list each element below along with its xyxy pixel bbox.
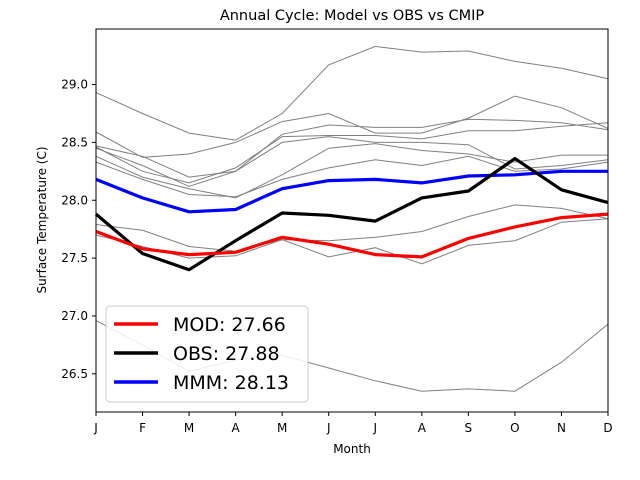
chart-title: Annual Cycle: Model vs OBS vs CMIP [220,8,485,24]
x-tick-label: D [603,421,612,435]
plot-area [94,45,609,392]
x-tick-label: S [465,421,473,435]
x-tick-label: J [372,421,377,435]
x-tick-label: O [510,421,519,435]
cmip-member-line-3 [95,118,609,178]
cmip-member-line-9 [95,218,609,265]
y-tick-label: 28.0 [61,193,88,207]
cmip-member-line-1 [95,45,609,141]
legend-label-obs: OBS: 27.88 [173,343,280,365]
legend-label-mod: MOD: 27.66 [173,314,286,336]
cmip-member-line-6 [95,143,608,199]
y-tick-label: 29.0 [61,78,88,92]
y-tick-label: 28.5 [61,135,88,149]
series-line-mod [95,212,609,259]
cmip-member-line-8 [95,204,609,252]
x-tick-label: J [93,421,98,435]
x-tick-label: A [418,421,427,435]
cmip-member-line-4 [95,122,609,184]
x-tick-label: A [232,421,241,435]
series-line-mmm [95,169,608,214]
legend-label-mmm: MMM: 28.13 [173,372,289,394]
legend-box [105,305,309,403]
y-axis: 26.5 27.0 27.5 28.0 28.5 29.0 [61,78,96,381]
y-axis-label: Surface Temperature (C) [35,146,49,293]
plot-frame [95,28,609,413]
x-tick-label: M [184,421,194,435]
x-tick-label: J [326,421,331,435]
x-tick-label: F [139,421,146,435]
cmip-member-line-7 [95,155,609,198]
y-tick-label: 27.5 [61,251,88,265]
x-tick-label: N [557,421,566,435]
y-tick-label: 26.5 [61,367,88,381]
x-tick-label: M [277,421,287,435]
cmip-member-line-5 [95,136,609,187]
x-axis-label: Month [333,442,371,456]
legend: MOD: 27.66 OBS: 27.88 MMM: 28.13 [105,305,309,403]
cmip-member-line-2 [95,95,609,158]
series-line-obs [94,157,609,272]
y-tick-label: 27.0 [61,309,88,323]
